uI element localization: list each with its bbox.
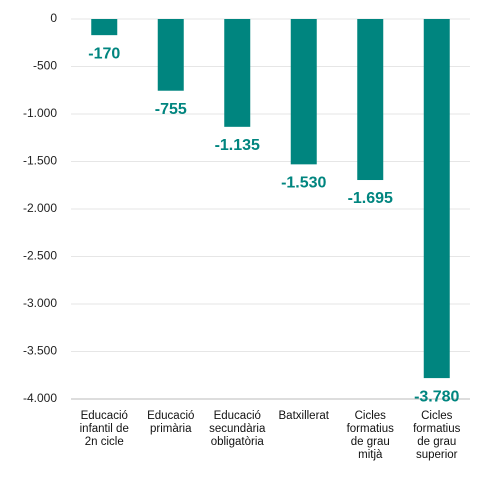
- data-label: -170: [88, 45, 120, 62]
- data-label: -1.530: [281, 175, 326, 192]
- y-tick-label: -3.500: [23, 344, 57, 358]
- bar: [357, 19, 384, 181]
- y-tick-label: -4.000: [23, 391, 57, 405]
- bar: [91, 19, 118, 36]
- data-label: -1.695: [348, 190, 393, 207]
- y-tick-label: -2.000: [23, 201, 57, 215]
- y-tick-label: -500: [33, 59, 57, 73]
- data-label: -3.780: [414, 388, 459, 405]
- x-tick-label: Batxillerat: [278, 410, 330, 422]
- y-tick-label: 0: [50, 11, 57, 25]
- y-tick-label: -3.000: [23, 296, 57, 310]
- bar: [157, 19, 184, 91]
- bar: [224, 19, 251, 127]
- data-label: -1.135: [215, 137, 260, 154]
- x-tick-label: Cicles formatius de grau mitjà: [346, 410, 394, 461]
- x-tick-label: Cicles formatius de grau superior: [413, 410, 461, 461]
- y-tick-label: -2.500: [23, 249, 57, 263]
- y-tick-label: -1.000: [23, 106, 57, 120]
- bar: [290, 19, 317, 165]
- x-tick-label: Educació primària: [147, 410, 195, 435]
- data-label: -755: [155, 101, 187, 118]
- x-tick-label: Educació secundària obligatòria: [209, 410, 266, 448]
- x-tick-label: Educació infantil de 2n cicle: [79, 410, 129, 448]
- bar: [423, 19, 450, 379]
- y-tick-label: -1.500: [23, 154, 57, 168]
